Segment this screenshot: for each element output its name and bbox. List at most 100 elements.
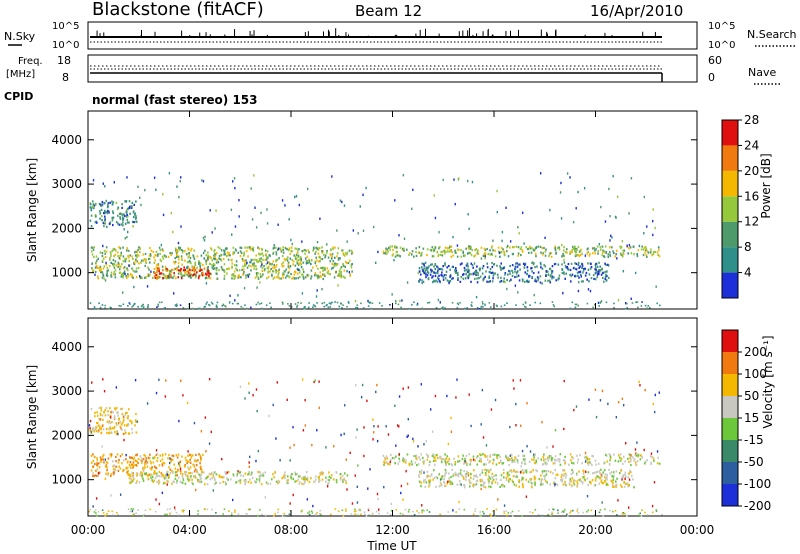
power-near-range-cell — [257, 301, 259, 304]
power-echo-cell — [545, 248, 547, 251]
velocity-echo-cell — [522, 484, 524, 487]
power-echo-cell — [124, 215, 126, 218]
power-scatter-cell — [417, 271, 420, 275]
velocity-scatter-cell — [541, 420, 543, 424]
power-echo-cell — [141, 276, 143, 280]
velocity-scatter-cell — [378, 508, 380, 511]
velocity-near-range-cell — [562, 511, 565, 513]
velocity-echo-cell — [559, 478, 562, 482]
velocity-scatter-cell — [110, 494, 112, 497]
velocity-scatter-cell — [653, 410, 656, 414]
power-echo-cell — [577, 281, 580, 284]
power-scatter-cell — [282, 272, 284, 275]
power-echo-cell — [483, 247, 486, 250]
x-tick-label: 08:00 — [274, 523, 309, 537]
velocity-echo-cell — [609, 455, 612, 458]
velocity-scatter-cell — [526, 402, 528, 405]
power-echo-cell — [231, 262, 234, 265]
power-echo-cell — [177, 269, 180, 272]
power-echo-cell — [606, 263, 609, 266]
velocity-echo-cell — [479, 480, 482, 483]
velocity-echo-cell — [571, 468, 573, 472]
velocity-scatter-cell — [513, 387, 515, 390]
power-echo-cell — [222, 257, 225, 261]
power-echo-cell — [145, 276, 147, 279]
power-echo-cell — [135, 250, 138, 253]
power-echo-cell — [436, 269, 439, 273]
velocity-echo-cell — [156, 480, 159, 484]
velocity-echo-cell — [131, 431, 134, 434]
power-near-range-cell — [427, 302, 429, 304]
power-scatter-cell — [559, 191, 562, 194]
power-echo-cell — [508, 269, 510, 273]
velocity-echo-cell — [624, 473, 627, 476]
power-echo-cell — [103, 277, 105, 280]
velocity-echo-cell — [104, 465, 107, 468]
power-echo-cell — [462, 250, 464, 253]
power-echo-cell — [646, 250, 649, 253]
velocity-echo-cell — [453, 457, 455, 460]
power-echo-cell — [223, 251, 226, 254]
power-echo-cell — [344, 276, 346, 279]
power-echo-cell — [451, 265, 454, 268]
power-echo-cell — [89, 219, 92, 222]
power-echo-cell — [318, 247, 321, 250]
power-echo-cell — [594, 252, 597, 255]
power-echo-cell — [457, 278, 459, 281]
velocity-echo-cell — [122, 418, 125, 421]
velocity-scatter-cell — [456, 378, 458, 381]
velocity-echo-cell — [507, 480, 510, 483]
velocity-near-range-cell — [402, 513, 404, 516]
power-echo-cell — [175, 277, 177, 280]
velocity-echo-cell — [522, 454, 524, 457]
power-echo-cell — [452, 254, 454, 257]
velocity-echo-cell — [521, 477, 524, 480]
power-echo-cell — [173, 260, 175, 264]
velocity-near-range-cell — [334, 508, 337, 510]
velocity-echo-cell — [524, 459, 526, 462]
power-near-range-cell — [442, 306, 444, 308]
velocity-echo-cell — [421, 456, 424, 460]
velocity-echo-cell — [136, 474, 138, 477]
velocity-echo-cell — [116, 430, 119, 434]
velocity-echo-cell — [222, 480, 225, 484]
velocity-echo-cell — [339, 476, 342, 479]
power-echo-cell — [641, 245, 643, 248]
velocity-near-range-cell — [354, 513, 357, 516]
power-echo-cell — [232, 253, 234, 256]
velocity-scatter-cell — [92, 505, 94, 508]
velocity-echo-cell — [232, 473, 235, 476]
power-echo-cell — [436, 276, 439, 279]
velocity-echo-cell — [113, 415, 116, 418]
power-echo-cell — [119, 254, 121, 258]
power-echo-cell — [302, 276, 305, 279]
power-echo-cell — [111, 200, 113, 203]
velocity-echo-cell — [137, 457, 140, 460]
power-echo-cell — [259, 253, 261, 256]
velocity-scatter-cell — [447, 442, 450, 446]
velocity-echo-cell — [613, 485, 615, 488]
power-echo-cell — [136, 255, 138, 259]
power-echo-cell — [116, 207, 119, 211]
power-echo-cell — [465, 264, 468, 267]
power-echo-cell — [463, 266, 466, 270]
velocity-echo-cell — [571, 461, 573, 464]
velocity-echo-cell — [126, 416, 129, 419]
velocity-echo-cell — [119, 425, 122, 428]
power-scatter-cell — [284, 204, 286, 207]
velocity-echo-cell — [176, 474, 179, 477]
velocity-scatter-cell — [360, 396, 363, 399]
velocity-echo-cell — [161, 464, 164, 467]
power-scatter-cell — [281, 199, 284, 202]
velocity-near-range-cell — [368, 514, 370, 517]
power-echo-cell — [132, 215, 135, 219]
velocity-echo-cell — [141, 461, 143, 464]
velocity-near-range-cell — [288, 513, 291, 516]
velocity-colorbar-segment — [722, 418, 738, 440]
velocity-scatter-cell — [372, 418, 374, 421]
velocity-echo-cell — [604, 473, 607, 476]
power-echo-cell — [486, 266, 489, 269]
power-echo-cell — [427, 267, 429, 270]
velocity-near-range-cell — [480, 514, 482, 517]
power-echo-cell — [420, 254, 422, 257]
